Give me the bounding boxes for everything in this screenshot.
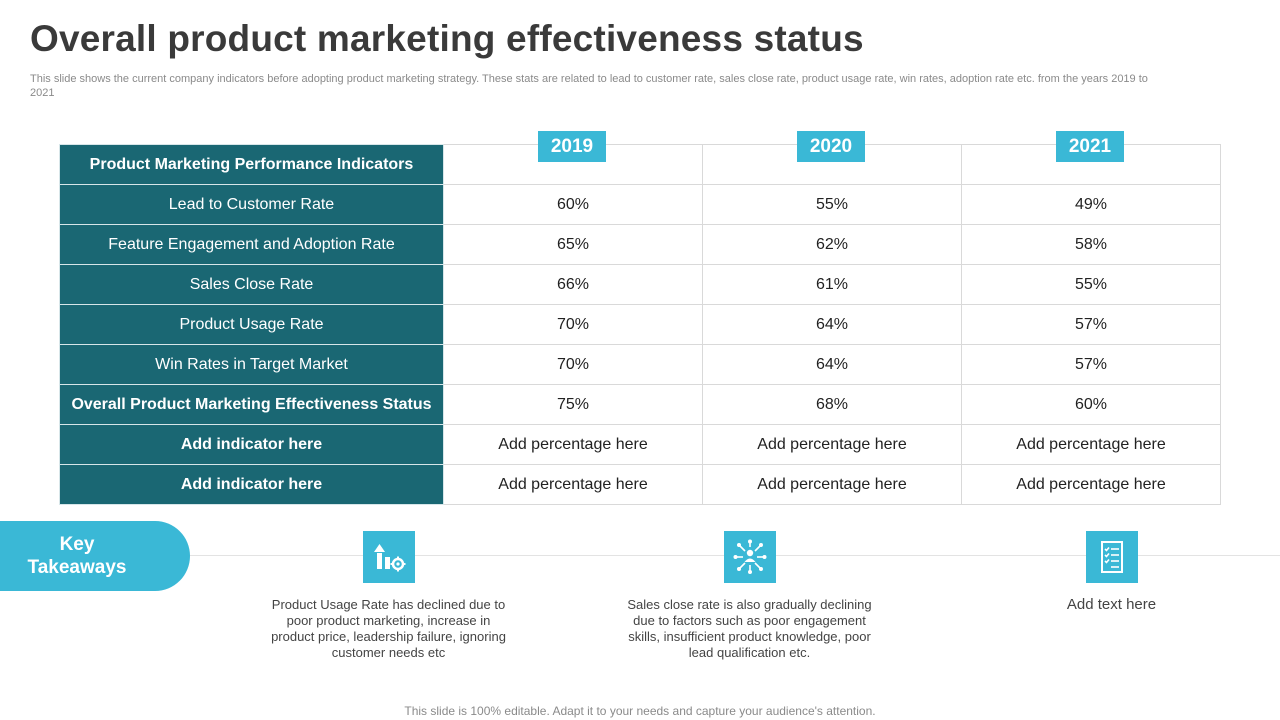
indicator-cell: Overall Product Marketing Effectiveness … (59, 384, 444, 425)
indicator-cell: Add indicator here (59, 424, 444, 465)
indicator-cell: Add indicator here (59, 464, 444, 505)
value-cell: Add percentage here (443, 424, 703, 465)
value-cell: 57% (961, 304, 1221, 345)
year-badge-2021: 2021 (1056, 131, 1124, 162)
growth-chart-gear-icon (363, 531, 415, 583)
year-badge-2019: 2019 (538, 131, 606, 162)
value-cell: 75% (443, 384, 703, 425)
table-row: Feature Engagement and Adoption Rate 65%… (59, 224, 1221, 265)
table-row: Add indicator here Add percentage here A… (59, 424, 1221, 465)
year-badge-2020: 2020 (797, 131, 865, 162)
value-cell: 57% (961, 344, 1221, 385)
value-cell: Add percentage here (961, 464, 1221, 505)
value-cell: 60% (443, 184, 703, 225)
value-cell: 55% (702, 184, 962, 225)
table-row: Win Rates in Target Market 70% 64% 57% (59, 344, 1221, 385)
indicator-cell: Win Rates in Target Market (59, 344, 444, 385)
value-cell: 49% (961, 184, 1221, 225)
table-row: Lead to Customer Rate 60% 55% 49% (59, 184, 1221, 225)
value-cell: 65% (443, 224, 703, 265)
value-cell: 61% (702, 264, 962, 305)
table-row: Add indicator here Add percentage here A… (59, 464, 1221, 505)
indicator-cell: Lead to Customer Rate (59, 184, 444, 225)
key-takeaways-label: Key Takeaways (0, 521, 190, 591)
page-title: Overall product marketing effectiveness … (30, 18, 864, 59)
table-row: Overall Product Marketing Effectiveness … (59, 384, 1221, 425)
indicators-table: Product Marketing Performance Indicators… (59, 144, 1221, 505)
page-subtitle: This slide shows the current company ind… (30, 73, 1148, 99)
value-cell: Add percentage here (702, 464, 962, 505)
takeaway-text-2: Sales close rate is also gradually decli… (627, 597, 872, 660)
table-header-row: Product Marketing Performance Indicators (59, 144, 1221, 185)
value-cell: 62% (702, 224, 962, 265)
takeaway-text-1: Product Usage Rate has declined due to p… (271, 597, 506, 660)
network-people-icon (724, 531, 776, 583)
value-cell: 64% (702, 304, 962, 345)
checklist-document-icon (1086, 531, 1138, 583)
indicator-cell: Product Usage Rate (59, 304, 444, 345)
value-cell: 70% (443, 304, 703, 345)
value-cell: 58% (961, 224, 1221, 265)
key-takeaways-line1: Key (59, 534, 95, 555)
indicator-cell: Feature Engagement and Adoption Rate (59, 224, 444, 265)
value-cell: 55% (961, 264, 1221, 305)
takeaway-text-3: Add text here (1066, 596, 1157, 613)
value-cell: 64% (702, 344, 962, 385)
value-cell: 68% (702, 384, 962, 425)
value-cell: Add percentage here (702, 424, 962, 465)
value-cell: Add percentage here (443, 464, 703, 505)
key-takeaways-line2: Takeaways (27, 557, 127, 578)
footer-note: This slide is 100% editable. Adapt it to… (404, 704, 876, 718)
table-row: Sales Close Rate 66% 61% 55% (59, 264, 1221, 305)
value-cell: Add percentage here (961, 424, 1221, 465)
value-cell: 66% (443, 264, 703, 305)
indicator-cell: Sales Close Rate (59, 264, 444, 305)
table-header-indicators: Product Marketing Performance Indicators (59, 144, 444, 185)
table-row: Product Usage Rate 70% 64% 57% (59, 304, 1221, 345)
value-cell: 70% (443, 344, 703, 385)
value-cell: 60% (961, 384, 1221, 425)
